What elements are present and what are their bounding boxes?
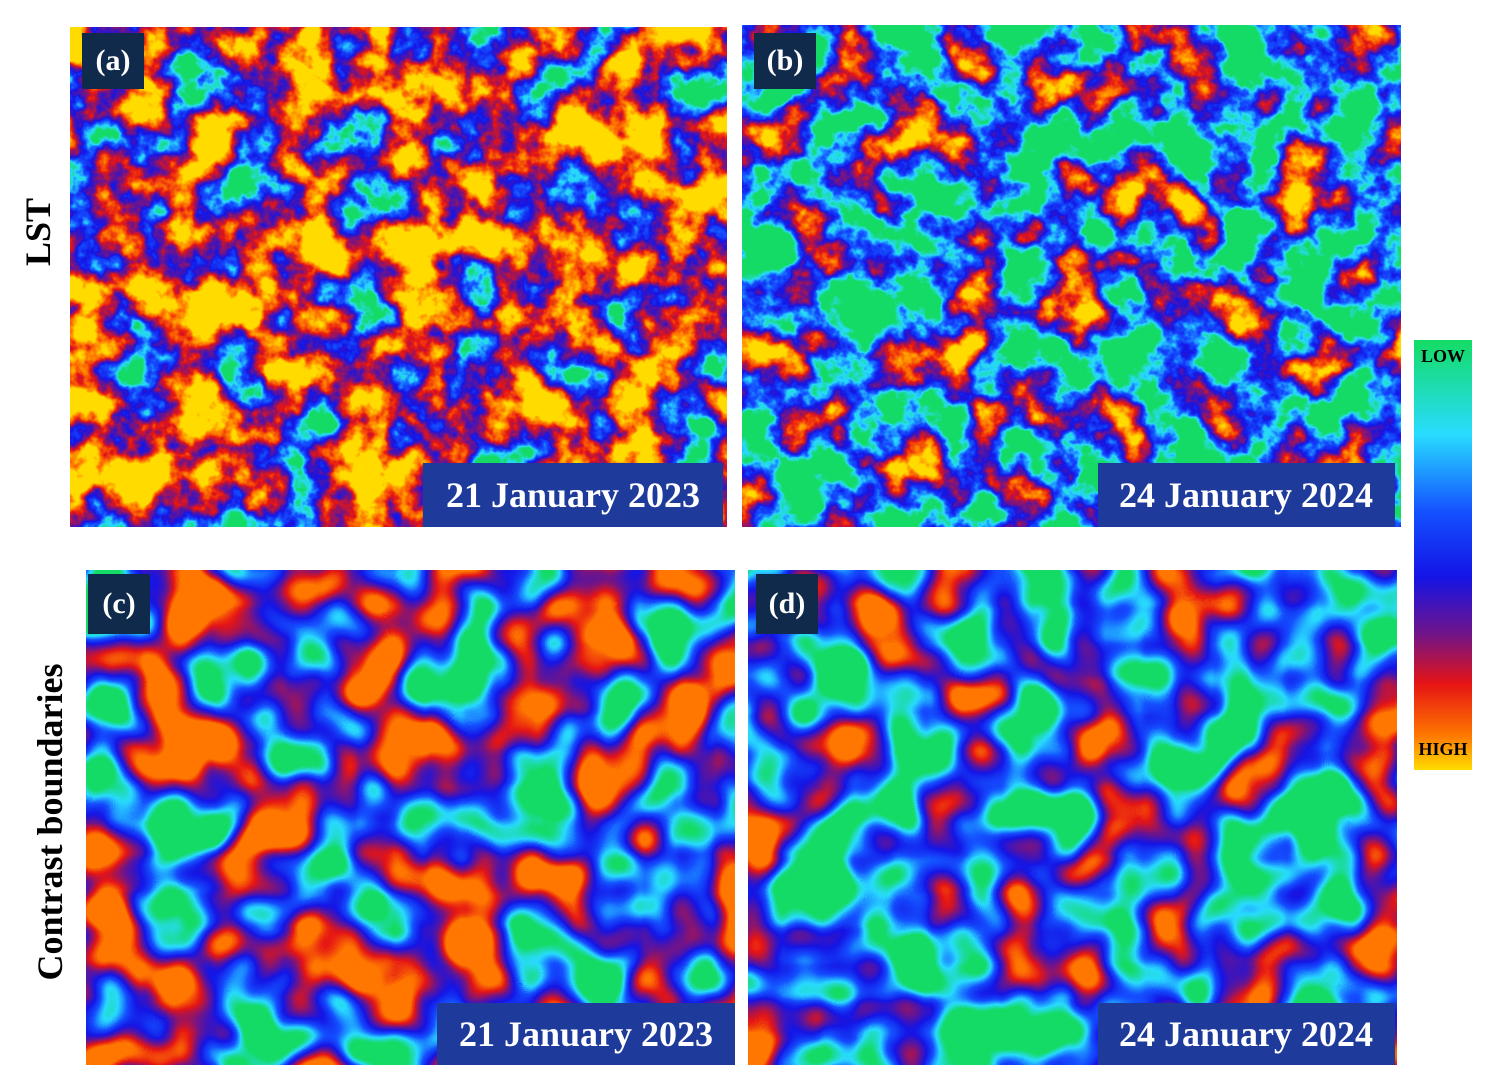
lst-map — [741, 24, 1402, 528]
label-box — [756, 574, 818, 634]
label-box — [82, 33, 144, 89]
colorbar-low: LOW — [1421, 346, 1465, 366]
date-box — [1098, 1003, 1395, 1065]
label-box — [754, 33, 816, 89]
date-box — [423, 463, 723, 527]
date-box — [437, 1003, 735, 1065]
panel-date: 24 January 2024 — [1119, 475, 1373, 515]
panel-date: 24 January 2024 — [1119, 1014, 1373, 1054]
panel-label: (c) — [102, 587, 135, 620]
contrast-map — [748, 570, 1397, 1065]
colorbar-high: HIGH — [1418, 739, 1467, 759]
lst-map — [69, 26, 728, 528]
label-box — [88, 574, 150, 634]
panel-label: (a) — [96, 44, 131, 77]
panel-date: 21 January 2023 — [459, 1014, 713, 1054]
panel-date: 21 January 2023 — [446, 475, 700, 515]
panel-label: (b) — [767, 44, 804, 77]
colorbar — [1414, 340, 1472, 770]
row-label: LST — [18, 198, 58, 266]
date-box — [1098, 463, 1395, 527]
contrast-map — [86, 570, 735, 1065]
panel-label: (d) — [769, 587, 806, 620]
row-label: Contrast boundaries — [30, 663, 70, 980]
